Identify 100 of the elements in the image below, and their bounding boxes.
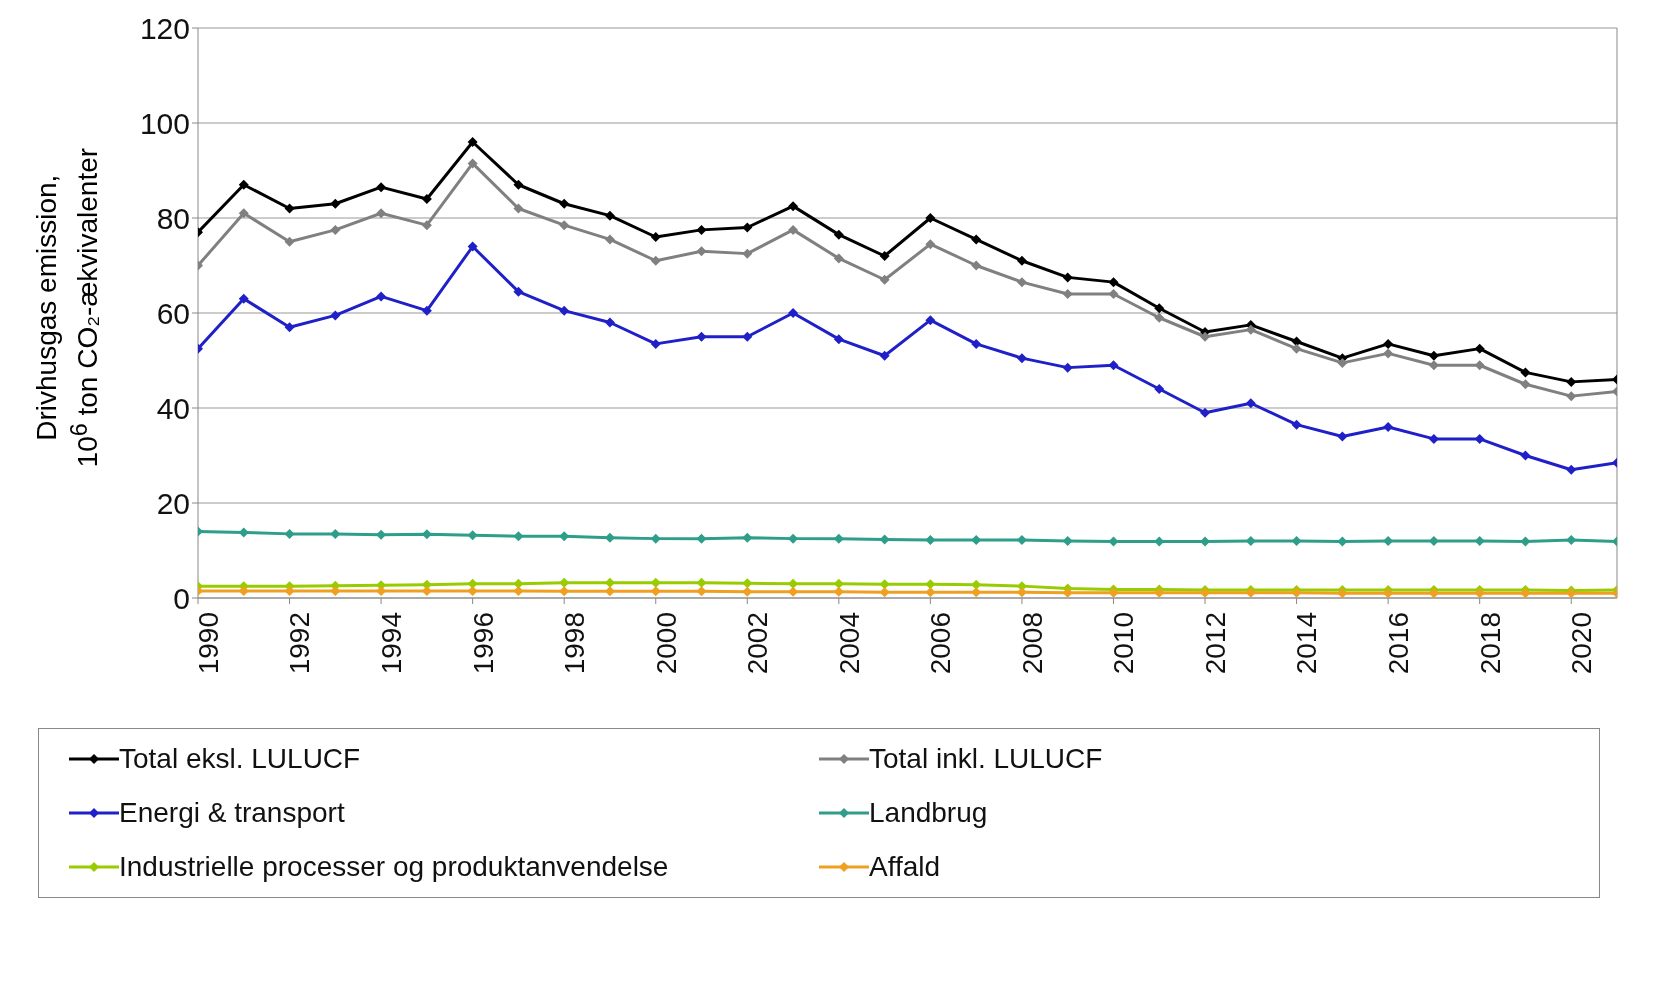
point — [1383, 338, 1394, 349]
point — [1062, 587, 1073, 598]
point — [513, 531, 524, 542]
point — [742, 586, 753, 597]
point — [742, 532, 753, 543]
point — [650, 533, 661, 544]
point — [1474, 536, 1485, 546]
point — [421, 194, 432, 204]
point — [696, 331, 707, 342]
point — [879, 274, 890, 285]
point — [650, 577, 661, 588]
point — [925, 213, 936, 223]
point — [238, 293, 249, 304]
point — [1520, 367, 1531, 378]
x-tick-label: 1994 — [375, 612, 407, 675]
point — [833, 334, 844, 345]
point — [513, 585, 524, 596]
legend-label: Total eksl. LULUCF — [119, 743, 361, 775]
point — [559, 198, 570, 209]
point — [284, 236, 295, 247]
point — [421, 305, 432, 316]
point — [238, 527, 249, 538]
point — [1520, 450, 1531, 461]
point — [421, 220, 432, 231]
y-tick-label: 60 — [156, 296, 190, 330]
point — [238, 208, 249, 219]
point — [650, 338, 661, 349]
point — [1016, 277, 1027, 288]
point — [696, 586, 707, 597]
point — [925, 579, 936, 590]
point — [559, 220, 570, 231]
point — [1428, 433, 1439, 444]
point — [1566, 391, 1577, 402]
point — [971, 260, 982, 271]
point — [742, 248, 753, 259]
y-tick-label: 20 — [156, 486, 190, 520]
x-tick-label: 2006 — [925, 612, 957, 675]
point — [1337, 357, 1348, 368]
point — [1062, 536, 1073, 546]
point — [1200, 407, 1211, 418]
x-tick-label: 2010 — [1108, 612, 1140, 675]
point — [467, 137, 478, 147]
point — [879, 579, 890, 590]
point — [1245, 398, 1256, 409]
point — [559, 577, 570, 588]
point — [879, 251, 890, 261]
point — [330, 198, 341, 209]
point — [1520, 588, 1531, 598]
y-tick-label: 100 — [139, 106, 190, 140]
point — [1108, 277, 1119, 288]
point — [1200, 331, 1211, 342]
point — [1016, 255, 1027, 266]
point — [1108, 289, 1119, 299]
point — [467, 530, 478, 541]
point — [1566, 464, 1577, 475]
x-tick-label: 1996 — [467, 612, 499, 675]
point — [1154, 384, 1165, 394]
x-tick-label: 1998 — [559, 612, 591, 675]
point — [788, 201, 799, 212]
x-tick-label: 2004 — [833, 612, 865, 675]
point — [1062, 362, 1073, 373]
point — [467, 585, 478, 596]
y-tick-label: 80 — [156, 201, 190, 235]
point — [879, 350, 890, 361]
y-tick-label: 0 — [173, 581, 190, 615]
point — [650, 232, 661, 242]
point — [833, 578, 844, 589]
legend-label: Energi & transport — [119, 797, 345, 829]
point — [1520, 379, 1531, 390]
point — [696, 533, 707, 544]
point — [1337, 588, 1348, 598]
point — [650, 586, 661, 597]
point — [696, 577, 707, 588]
point — [1337, 431, 1348, 442]
point — [925, 587, 936, 598]
x-tick-label: 2020 — [1566, 612, 1598, 675]
point — [1383, 422, 1394, 432]
point — [1108, 360, 1119, 371]
point — [742, 578, 753, 589]
point — [1016, 353, 1027, 364]
point — [925, 535, 936, 546]
legend-label: Affald — [869, 851, 941, 883]
point — [238, 179, 249, 190]
point — [284, 528, 295, 539]
point — [376, 291, 387, 302]
point — [788, 308, 799, 318]
point — [1062, 289, 1073, 299]
y-tick-label: 40 — [156, 391, 190, 425]
point — [1154, 303, 1165, 314]
x-tick-label: 2014 — [1291, 612, 1323, 675]
point — [376, 182, 387, 193]
point — [971, 234, 982, 245]
point — [879, 587, 890, 598]
point — [467, 578, 478, 589]
point — [696, 224, 707, 235]
point — [513, 286, 524, 297]
point — [1474, 343, 1485, 354]
point — [1245, 324, 1256, 335]
point — [1474, 433, 1485, 444]
point — [1291, 536, 1302, 546]
